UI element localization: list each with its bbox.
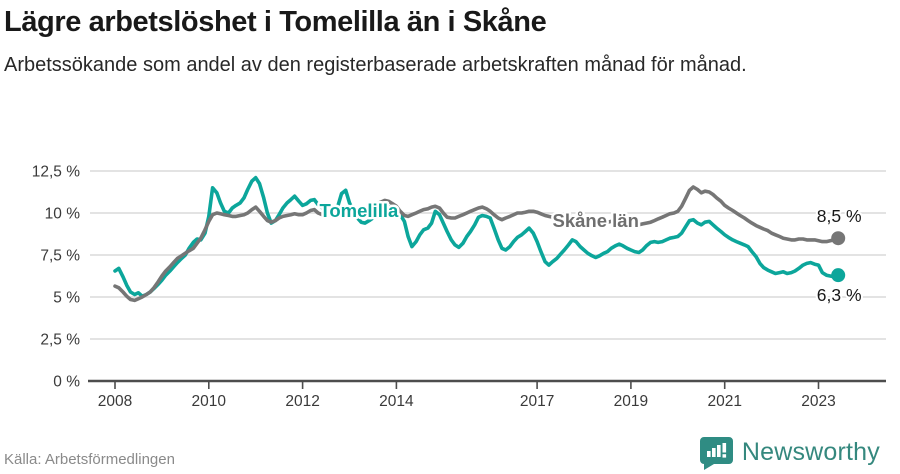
series-end-dot-tomelilla: [831, 268, 846, 283]
value-label-6-3-: 6,3 %: [817, 285, 862, 305]
x-axis-tick-label: 2008: [98, 393, 132, 410]
y-axis-tick-label: 2,5 %: [40, 332, 80, 349]
chart-subtitle: Arbetssökande som andel av den registerb…: [4, 54, 747, 77]
brand-name: Newsworthy: [741, 438, 880, 466]
y-axis-tick-label: 12,5 %: [32, 164, 80, 181]
x-axis-tick-label: 2019: [614, 393, 648, 410]
y-axis-tick-label: 0 %: [53, 374, 80, 391]
series-line-sk-ne-l-n: [113, 185, 841, 303]
x-axis-tick-label: 2012: [285, 393, 319, 410]
source-note: Källa: Arbetsförmedlingen: [4, 451, 175, 468]
series-label-sk-ne-l-n: Skåne län: [553, 210, 639, 231]
y-axis-tick-label: 10 %: [45, 206, 81, 223]
chart-title: Lägre arbetslöshet i Tomelilla än i Skån…: [4, 6, 547, 38]
series-label-tomelilla: Tomelilla: [319, 200, 399, 221]
y-axis-tick-label: 7,5 %: [40, 248, 80, 265]
x-axis-tick-label: 2023: [801, 393, 835, 410]
x-axis-tick-label: 2017: [520, 393, 554, 410]
bar-chart-speech-bubble-icon: [699, 437, 733, 470]
x-axis-tick-label: 2021: [707, 393, 741, 410]
value-label-8-5-: 8,5 %: [817, 206, 862, 226]
x-axis-tick-label: 2010: [192, 393, 227, 410]
x-axis-tick-label: 2014: [379, 393, 414, 410]
newsworthy-logo: Newsworthy: [699, 435, 880, 470]
series-line-tomelilla: [113, 175, 841, 299]
y-axis-tick-label: 5 %: [53, 290, 80, 307]
series-end-dot-sk-ne-l-n: [831, 231, 846, 246]
